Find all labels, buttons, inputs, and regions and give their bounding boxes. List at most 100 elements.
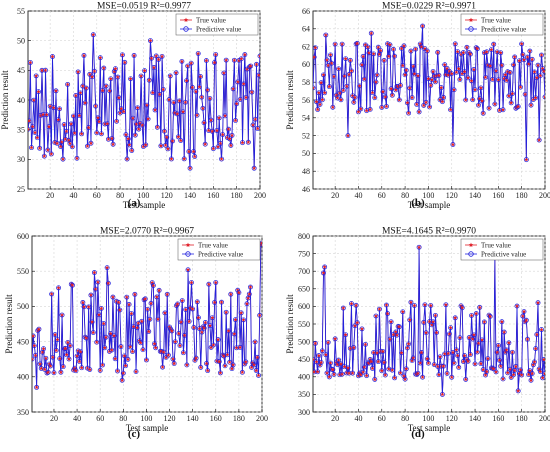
y-tick-label: 450 [298,355,310,364]
legend: True valuePredictive value [176,14,258,35]
y-tick-label: 58 [302,78,310,87]
panel-caption: (d) [411,428,425,440]
y-tick-label: 700 [298,267,310,276]
x-tick-label: 40 [69,191,77,200]
x-tick-label: 80 [116,191,124,200]
chart-panel-1: 20 40 60 80 100 120 140 160 180 20025303540455055… [0,2,266,211]
y-tick-label: 62 [302,42,310,51]
y-tick-label: 450 [17,337,29,346]
x-tick-label: 160 [492,191,504,200]
y-tick-label: 64 [302,25,310,34]
legend-label-true-value: True value [198,242,228,250]
y-axis-label: Prediction result [285,70,295,130]
chart-panel-4: 20 40 60 80 100 120 140 160 180 20030035040045050… [285,227,550,441]
x-tick-label: 140 [469,414,481,423]
x-tick-label: 40 [354,414,362,423]
x-tick-label: 120 [446,414,458,423]
x-tick-label: 80 [401,414,409,423]
y-tick-label: 48 [302,167,310,176]
y-tick-label: 45 [17,66,25,75]
x-tick-label: 20 [46,191,54,200]
panel-caption: (b) [411,197,425,209]
chart-title: MSE=0.0519 R²=0.9977 [97,2,191,12]
y-tick-label: 650 [298,285,310,294]
x-tick-label: 180 [516,414,528,423]
y-tick-label: 25 [17,185,25,194]
y-tick-label: 300 [298,408,310,417]
legend: True valuePredictive value [178,239,260,260]
y-axis-label: Prediction result [4,294,14,354]
legend-label-predictive-value: Predictive value [198,251,243,259]
x-tick-label: 180 [231,191,243,200]
x-tick-label: 40 [354,191,362,200]
y-tick-label: 400 [298,373,310,382]
y-tick-label: 550 [17,267,29,276]
x-tick-label: 140 [187,414,199,423]
legend-label-predictive-value: Predictive value [481,26,526,34]
x-tick-label: 40 [73,414,81,423]
y-tick-label: 400 [17,373,29,382]
y-tick-label: 52 [302,131,310,140]
x-tick-label: 200 [256,414,268,423]
chart-title: MSE=4.1645 R²=0.9970 [382,227,476,237]
y-tick-label: 50 [302,149,310,158]
y-tick-label: 60 [302,60,310,69]
y-axis-label: Prediction result [285,294,295,354]
y-tick-label: 800 [298,232,310,241]
x-tick-label: 80 [119,414,127,423]
y-tick-label: 600 [17,232,29,241]
x-tick-label: 200 [539,414,550,423]
y-tick-label: 500 [17,302,29,311]
chart-panel-3: 20 40 60 80 100 120 140 160 180 200 350 400 450 500 55… [4,227,268,441]
x-tick-label: 160 [210,414,222,423]
x-tick-label: 80 [401,191,409,200]
x-tick-label: 20 [331,414,339,423]
x-tick-label: 120 [161,191,173,200]
y-axis-label: Prediction result [0,70,10,130]
y-tick-label: 550 [298,320,310,329]
panel-caption: (c) [128,428,141,440]
legend-label-true-value: True value [481,17,511,25]
x-tick-label: 140 [184,191,196,200]
y-tick-label: 50 [17,36,25,45]
legend-label-true-value: True value [481,242,511,250]
y-tick-label: 40 [17,96,25,105]
legend: True valuePredictive value [461,14,543,35]
y-tick-label: 56 [302,96,310,105]
x-tick-label: 120 [446,191,458,200]
chart-title: MSE=0.0229 R²=0.9971 [382,2,476,12]
legend-label-predictive-value: Predictive value [481,251,526,259]
x-tick-label: 60 [93,191,101,200]
panel-caption: (a) [128,197,141,209]
x-tick-label: 100 [422,414,434,423]
chart-panel-2: 20 40 60 80 100 120 140 160 180 20046485052545658… [285,2,550,211]
legend-label-predictive-value: Predictive value [196,26,241,34]
x-tick-label: 160 [207,191,219,200]
y-tick-label: 54 [302,114,310,123]
x-tick-label: 200 [254,191,266,200]
y-tick-label: 30 [17,155,25,164]
y-tick-label: 350 [17,408,29,417]
y-tick-label: 35 [17,125,25,134]
x-tick-label: 20 [50,414,58,423]
x-tick-label: 200 [539,191,550,200]
x-tick-label: 100 [140,414,152,423]
chart-title: MSE=2.0770 R²=0.9967 [100,227,194,237]
x-tick-label: 60 [378,414,386,423]
x-tick-label: 120 [164,414,176,423]
y-tick-label: 66 [302,7,310,16]
y-tick-label: 500 [298,337,310,346]
x-tick-label: 60 [96,414,104,423]
x-tick-label: 180 [233,414,245,423]
x-tick-label: 60 [378,191,386,200]
legend: True valuePredictive value [461,239,543,260]
y-tick-label: 55 [17,7,25,16]
y-tick-label: 600 [298,302,310,311]
x-tick-label: 140 [469,191,481,200]
y-tick-label: 350 [298,390,310,399]
legend-label-true-value: True value [196,17,226,25]
x-tick-label: 20 [331,191,339,200]
x-tick-label: 180 [516,191,528,200]
y-tick-label: 750 [298,249,310,258]
